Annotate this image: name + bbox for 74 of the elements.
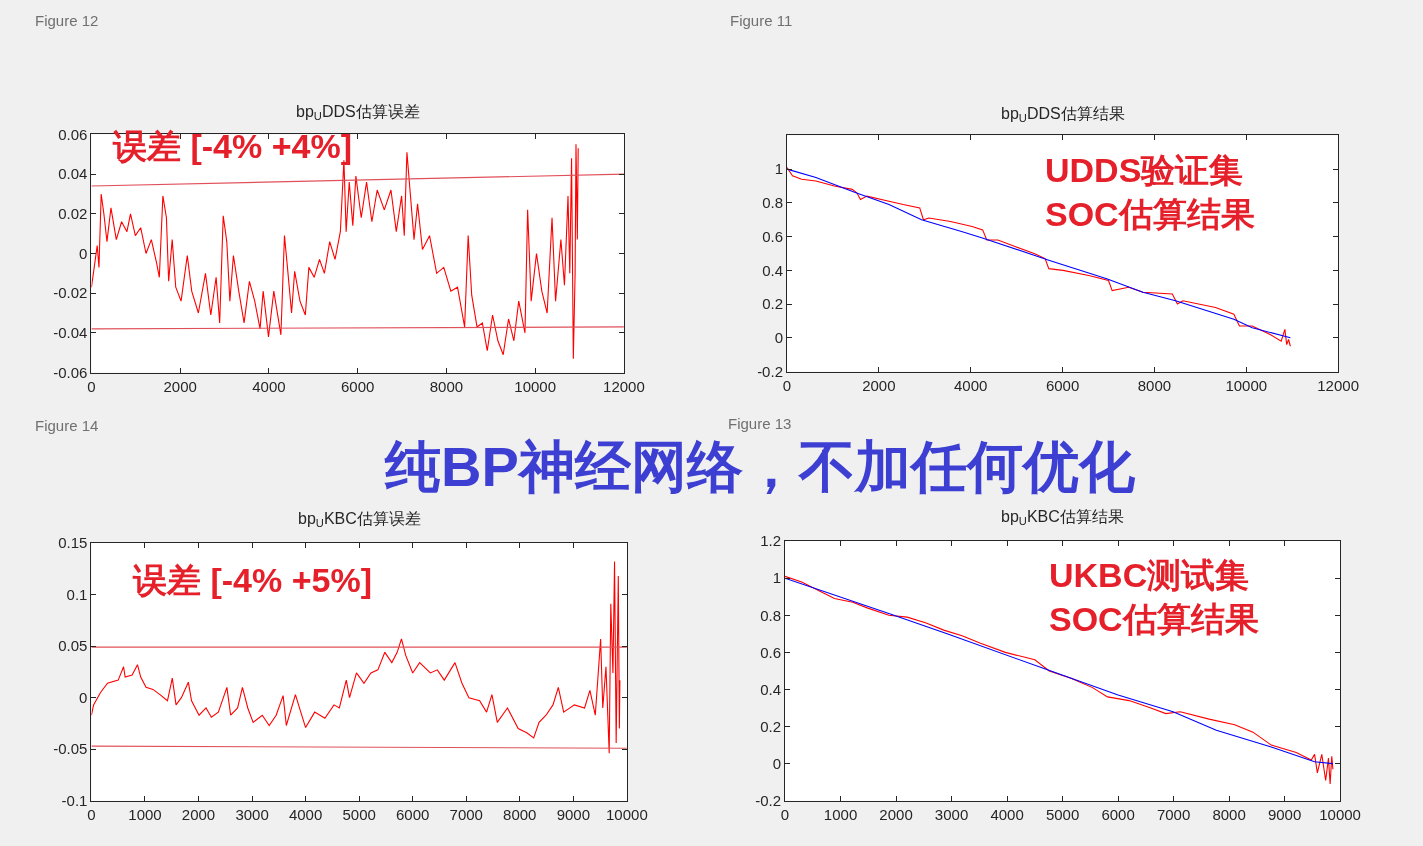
x-tick-label: 9000 [556, 805, 590, 823]
chart-title: bp$_{U}$KBC估算误差 [298, 510, 421, 530]
y-tick-label: 0.1 [66, 585, 88, 603]
y-tick-label: -0.2 [755, 792, 782, 810]
y-tick-label: 0 [79, 244, 88, 262]
x-tick-label: 6000 [1045, 376, 1080, 394]
x-tick-label: 6000 [396, 805, 430, 823]
x-tick-label: 8000 [1137, 376, 1172, 394]
y-tick-label: 0.8 [760, 606, 782, 624]
y-tick-label: 0 [772, 754, 782, 772]
y-tick-label: 0.05 [58, 637, 88, 655]
caption: Figure 11 [730, 12, 793, 29]
x-tick-label: 1000 [823, 805, 858, 823]
y-tick-label: 0.6 [762, 227, 783, 245]
x-tick-label: 8000 [429, 377, 464, 395]
y-tick-label: 0 [774, 329, 783, 347]
y-tick-label: 0.4 [762, 261, 783, 279]
x-tick-label: 3000 [934, 805, 969, 823]
x-tick-label: 4000 [288, 805, 323, 823]
x-tick-label: 1000 [128, 805, 162, 823]
chart-title: bp$_{U}$DDS估算误差 [296, 103, 420, 123]
x-tick-label: 12000 [603, 377, 645, 395]
x-tick-label: 8000 [1212, 805, 1246, 823]
y-tick-label: 0.04 [58, 165, 88, 183]
y-tick-label: 1 [774, 160, 783, 178]
x-tick-label: 6000 [1101, 805, 1135, 823]
x-tick-label: 2000 [181, 805, 216, 823]
y-tick-label: 0.02 [58, 205, 88, 223]
x-tick-label: 12000 [1317, 376, 1359, 394]
chart-title: bp$_{U}$DDS估算结果 [1001, 105, 1125, 125]
x-tick-label: 10000 [606, 805, 648, 823]
y-tick-label: 0.2 [760, 717, 782, 735]
y-tick-label: 0.4 [760, 680, 782, 698]
x-tick-label: 6000 [340, 377, 375, 395]
y-tick-label: 0.15 [58, 534, 88, 552]
x-tick-label: 8000 [503, 805, 537, 823]
y-tick-label: -0.2 [757, 362, 783, 380]
y-tick-label: 1 [772, 569, 782, 587]
y-tick-label: 0.06 [58, 125, 88, 143]
x-tick-label: 10000 [1225, 376, 1268, 394]
x-tick-label: 2000 [163, 377, 197, 395]
x-tick-label: 7000 [1156, 805, 1191, 823]
x-tick-label: 4000 [252, 377, 286, 395]
y-tick-label: 0.6 [760, 643, 782, 661]
caption: Figure 12 [35, 12, 99, 29]
x-tick-label: 10000 [514, 377, 557, 395]
x-tick-label: 10000 [1319, 805, 1361, 823]
y-tick-label: 0.2 [762, 295, 783, 313]
x-tick-label: 7000 [449, 805, 483, 823]
y-tick-label: 0 [79, 688, 88, 706]
y-tick-label: -0.1 [61, 792, 88, 810]
x-tick-label: 5000 [342, 805, 376, 823]
x-tick-label: 9000 [1267, 805, 1302, 823]
annotation: 误差 [-4% +5%] [132, 561, 372, 599]
y-tick-label: -0.04 [53, 324, 88, 342]
annotation: UDDS验证集 SOC估算结果 [1045, 151, 1255, 234]
annotation: UKBC测试集 SOC估算结果 [1049, 556, 1259, 639]
y-tick-label: 1.2 [760, 532, 782, 550]
x-tick-label: 2000 [862, 376, 896, 394]
caption: Figure 13 [728, 415, 792, 432]
y-tick-label: 0.8 [762, 194, 783, 212]
y-tick-label: -0.05 [53, 740, 88, 758]
x-tick-label: 3000 [235, 805, 269, 823]
text: 纯BP神经网络，不加任何优化 [384, 435, 1136, 498]
y-tick-label: -0.02 [53, 284, 88, 302]
x-tick-label: 4000 [954, 376, 988, 394]
caption: Figure 14 [35, 417, 99, 434]
x-tick-label: 5000 [1045, 805, 1080, 823]
chart-title: bp$_{U}$KBC估算结果 [1001, 508, 1124, 528]
y-tick-label: -0.06 [53, 363, 88, 381]
line-series [91, 561, 621, 754]
annotation: 误差 [-4% +4%] [112, 127, 352, 165]
x-tick-label: 2000 [879, 805, 913, 823]
x-tick-label: 4000 [990, 805, 1024, 823]
